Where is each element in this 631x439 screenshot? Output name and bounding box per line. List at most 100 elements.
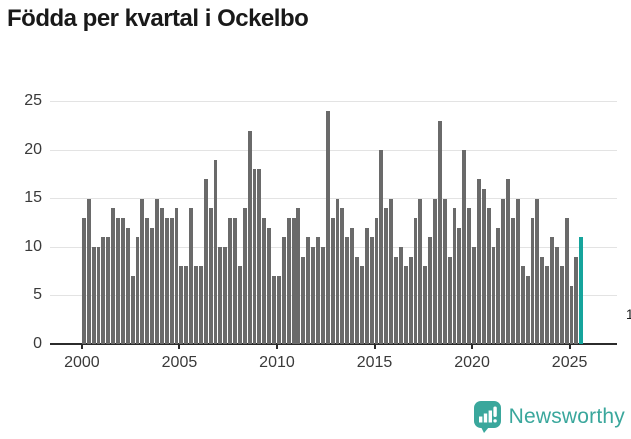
- bar-2012-Q1: [315, 237, 320, 344]
- bar-2006-Q1: [198, 266, 203, 344]
- bar-2016-Q4: [408, 256, 413, 344]
- bar-2014-Q3: [364, 227, 369, 344]
- bar-2022-Q3: [520, 266, 525, 344]
- x-tick-2025: [568, 343, 571, 349]
- bar-2005-Q4: [194, 266, 198, 344]
- bar-2007-Q1: [218, 247, 223, 344]
- gridline-20: [50, 149, 617, 151]
- bar-2023-Q4: [545, 266, 550, 344]
- bar-2013-Q1: [335, 198, 340, 344]
- bar-2006-Q4: [213, 159, 218, 344]
- bar-2010-Q4: [291, 217, 296, 344]
- bar-2000-Q1: [81, 217, 86, 344]
- bar-2025-Q1: [569, 285, 574, 344]
- bar-2016-Q3: [403, 266, 408, 344]
- bar-2016-Q1: [394, 256, 398, 344]
- bar-2000-Q2: [86, 198, 91, 344]
- bar-2007-Q2: [223, 247, 228, 344]
- bar-2022-Q4: [525, 276, 530, 344]
- x-tick-label-2010: 2010: [259, 353, 295, 371]
- x-tick-2010: [275, 343, 278, 349]
- bar-2016-Q2: [398, 247, 403, 344]
- highlight-bar-2025-Q3: [579, 237, 584, 344]
- bar-2025-Q2: [574, 256, 579, 344]
- bar-2023-Q2: [535, 198, 540, 344]
- bar-2003-Q4: [155, 198, 159, 344]
- bar-2010-Q1: [276, 276, 281, 344]
- bar-2002-Q4: [135, 237, 140, 344]
- bar-2017-Q4: [428, 237, 433, 344]
- bar-2018-Q2: [437, 120, 442, 344]
- newsworthy-logo-text: Newsworthy: [508, 404, 625, 428]
- bar-2000-Q4: [96, 247, 101, 344]
- bar-2003-Q1: [140, 198, 145, 344]
- x-tick-label-2015: 2015: [356, 353, 393, 371]
- bar-2021-Q4: [506, 179, 511, 344]
- bar-2021-Q3: [501, 198, 506, 344]
- bar-2020-Q3: [481, 188, 486, 344]
- bar-2013-Q3: [345, 237, 350, 344]
- bar-2015-Q1: [374, 217, 379, 344]
- x-tick-label-2005: 2005: [161, 353, 198, 371]
- y-tick-label-15: 15: [24, 189, 42, 206]
- bar-2024-Q4: [564, 217, 569, 344]
- gridline-15: [50, 198, 617, 199]
- bar-2002-Q2: [125, 227, 130, 344]
- y-tick-label-0: 0: [33, 334, 42, 352]
- bar-2022-Q2: [515, 198, 520, 344]
- bar-2024-Q3: [559, 266, 564, 344]
- bar-2004-Q4: [174, 208, 179, 344]
- bar-2020-Q4: [486, 208, 491, 344]
- bar-2017-Q3: [423, 266, 428, 344]
- y-tick-label-10: 10: [24, 237, 42, 255]
- bar-2014-Q2: [359, 266, 364, 344]
- bar-2006-Q3: [208, 208, 213, 344]
- bar-2009-Q2: [262, 217, 267, 344]
- bar-2007-Q3: [228, 217, 233, 344]
- bar-2014-Q4: [369, 237, 374, 344]
- bar-2012-Q2: [320, 247, 325, 344]
- bar-2009-Q4: [272, 276, 276, 344]
- bar-2015-Q3: [384, 208, 389, 344]
- bar-2012-Q4: [330, 217, 335, 344]
- bar-2010-Q3: [286, 217, 291, 344]
- bar-2021-Q1: [491, 247, 496, 344]
- gridline-25: [50, 101, 617, 102]
- bar-2023-Q1: [530, 217, 535, 344]
- bar-2019-Q1: [452, 208, 457, 344]
- bar-2020-Q1: [472, 247, 476, 344]
- bar-2015-Q2: [379, 150, 384, 344]
- x-tick-2005: [178, 343, 181, 349]
- bar-2001-Q3: [111, 208, 116, 344]
- bar-2008-Q3: [247, 130, 252, 344]
- bar-2002-Q3: [130, 276, 135, 344]
- bar-2019-Q2: [457, 227, 462, 344]
- bar-2011-Q1: [296, 208, 301, 344]
- bar-2012-Q3: [325, 111, 330, 344]
- bar-2013-Q2: [340, 208, 345, 344]
- bar-2005-Q2: [184, 266, 189, 344]
- bar-2009-Q1: [257, 169, 262, 344]
- bar-2014-Q1: [355, 256, 359, 344]
- bar-2004-Q1: [159, 208, 164, 344]
- bar-2017-Q1: [413, 217, 418, 344]
- x-tick-label-2025: 2025: [551, 353, 588, 371]
- y-tick-label-5: 5: [33, 286, 42, 303]
- bar-2010-Q2: [281, 237, 286, 344]
- bar-2000-Q3: [91, 247, 96, 344]
- newsworthy-logo: Newsworthy: [473, 400, 625, 433]
- last-value-label: 11: [625, 307, 631, 322]
- bar-2004-Q2: [164, 217, 169, 344]
- bar-2017-Q2: [418, 198, 423, 344]
- bar-2001-Q4: [116, 217, 120, 344]
- bar-2011-Q4: [311, 247, 315, 344]
- y-tick-label-25: 25: [24, 92, 42, 109]
- chart-title: Födda per kvartal i Ockelbo: [7, 5, 309, 32]
- bar-2022-Q1: [511, 217, 515, 344]
- bar-2002-Q1: [120, 217, 125, 344]
- bar-2003-Q3: [150, 227, 155, 344]
- x-tick-2000: [80, 343, 83, 349]
- bar-2005-Q1: [179, 266, 184, 344]
- bar-2024-Q2: [554, 247, 559, 344]
